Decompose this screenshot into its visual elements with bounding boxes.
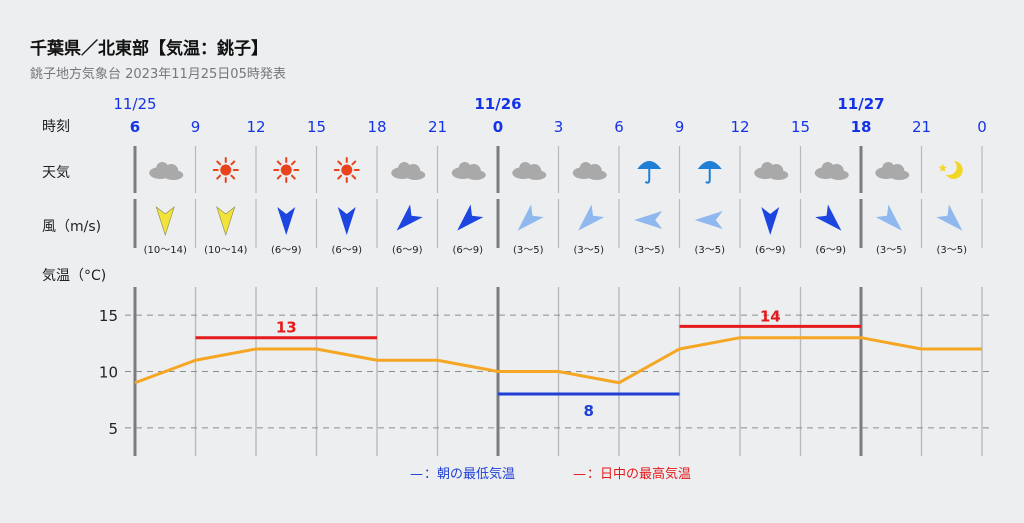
hour-label: 0 (493, 118, 503, 136)
hour-label: 18 (367, 118, 386, 136)
wind-speed-label: (3～5) (634, 245, 665, 256)
wind-speed-label: (6～9) (452, 245, 483, 256)
hour-label: 12 (730, 118, 749, 136)
wind-arrow-icon (815, 204, 842, 231)
max-temp-label: 14 (760, 307, 781, 325)
cloudy-icon (875, 162, 910, 180)
wind-arrow-icon (337, 207, 356, 235)
hour-label: 6 (130, 118, 140, 136)
wind-arrow-icon (396, 204, 423, 231)
wind-arrow-icon (216, 206, 236, 236)
hour-label: 3 (554, 118, 564, 136)
wind-arrow-icon (634, 211, 663, 229)
cloudy-icon (814, 162, 849, 180)
wind-arrow-icon (578, 204, 605, 231)
legend-swatch: — (573, 467, 586, 482)
hour-label: 15 (791, 118, 810, 136)
wind-speed-label: (3～5) (876, 245, 907, 256)
sunny-icon (212, 157, 239, 183)
hour-label: 21 (428, 118, 447, 136)
wind-arrow-icon (155, 206, 175, 236)
clear-night-icon (938, 159, 963, 179)
sunny-icon (333, 157, 360, 183)
rain-icon (697, 161, 722, 184)
wind-speed-label: (6～9) (755, 245, 786, 256)
date-label: 11/26 (474, 95, 521, 113)
hour-label: 0 (977, 118, 987, 136)
wind-arrow-icon (457, 204, 484, 231)
wind-speed-label: (10～14) (144, 245, 187, 256)
hour-label: 12 (246, 118, 265, 136)
cloudy-icon (754, 162, 789, 180)
hour-label: 9 (191, 118, 201, 136)
wind-speed-label: (6～9) (331, 245, 362, 256)
cloudy-icon (451, 162, 486, 180)
wind-speed-label: (6～9) (392, 245, 423, 256)
wind-arrow-icon (936, 204, 963, 231)
temperature-line (134, 336, 982, 385)
min-temp-label: 8 (584, 402, 594, 420)
wind-speed-label: (3～5) (513, 245, 544, 256)
legend-swatch: — (410, 467, 423, 482)
time-row-label: 時刻 (42, 119, 70, 135)
wind-arrow-icon (277, 207, 296, 235)
hour-label: 15 (307, 118, 326, 136)
wind-arrow-icon (517, 204, 544, 231)
wind-speed-label: (10～14) (204, 245, 247, 256)
hour-label: 9 (675, 118, 685, 136)
wind-arrow-icon (875, 204, 902, 231)
date-label: 11/27 (837, 95, 884, 113)
wind-arrow-icon (694, 211, 723, 229)
cloudy-icon (149, 162, 184, 180)
cloudy-icon (572, 162, 607, 180)
hour-label: 6 (614, 118, 624, 136)
wind-speed-label: (3～5) (573, 245, 604, 256)
issue-info: 銚子地方気象台 2023年11月25日05時発表 (30, 67, 286, 82)
y-tick-label: 5 (108, 420, 118, 438)
weather-row-label: 天気 (42, 165, 70, 181)
wind-speed-label: (3～5) (694, 245, 725, 256)
y-tick-label: 10 (99, 364, 118, 382)
rain-icon (637, 161, 662, 184)
hour-label: 21 (912, 118, 931, 136)
wind-speed-label: (6～9) (271, 245, 302, 256)
cloudy-icon (391, 162, 426, 180)
wind-arrow-icon (761, 207, 780, 235)
temperature-row-label: 気温（°C) (42, 268, 107, 284)
sunny-icon (273, 157, 300, 183)
max-temp-label: 13 (276, 319, 297, 337)
legend-label: ：日中の最高気温 (587, 466, 691, 482)
y-tick-label: 15 (99, 307, 118, 325)
wind-speed-label: (6～9) (815, 245, 846, 256)
cloudy-icon (512, 162, 547, 180)
hour-label: 18 (851, 118, 872, 136)
date-label: 11/25 (113, 95, 156, 113)
page-title: 千葉県／北東部【気温：銚子】 (30, 39, 268, 59)
wind-speed-label: (3～5) (936, 245, 967, 256)
wind-row-label: 風（m/s) (42, 219, 102, 235)
legend-label: ：朝の最低気温 (424, 466, 515, 482)
